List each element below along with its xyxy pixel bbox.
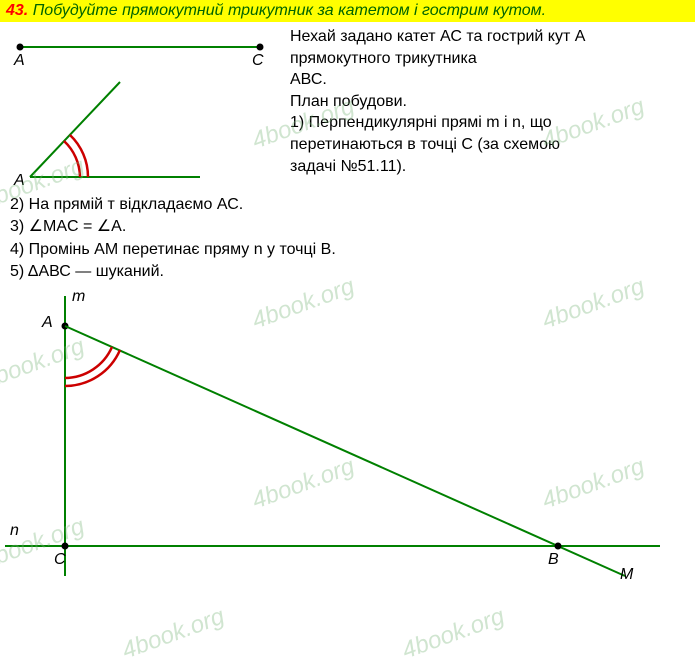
step: 3) ∠MAC = ∠A. bbox=[10, 216, 685, 238]
construction-svg bbox=[0, 286, 695, 586]
label-a: A bbox=[14, 52, 25, 70]
angle-svg bbox=[0, 72, 280, 192]
intro-line: Нехай задано катет АС та гострий кут А bbox=[290, 26, 687, 48]
label-a2: A bbox=[14, 172, 25, 190]
label-c: C bbox=[252, 52, 264, 70]
content-row: A C A Нехай задано катет АС та гострий к… bbox=[0, 22, 695, 192]
step: 5) ΔАВС — шуканий. bbox=[10, 261, 685, 283]
problem-title: Побудуйте прямокутний трикутник за катет… bbox=[33, 2, 546, 19]
intro-line: перетинаються в точці С (за схемою bbox=[290, 134, 687, 156]
label-n: n bbox=[10, 522, 19, 540]
label-b: B bbox=[548, 551, 559, 569]
step: 2) На прямій т відкладаємо АС. bbox=[10, 194, 685, 216]
step: 4) Промінь АМ перетинає пряму n у точці … bbox=[10, 239, 685, 261]
intro-line: задачі №51.11). bbox=[290, 156, 687, 178]
intro-text: Нехай задано катет АС та гострий кут А п… bbox=[290, 22, 695, 192]
intro-line: 1) Перпендикулярні прямі m і n, що bbox=[290, 112, 687, 134]
intro-line: АВС. bbox=[290, 69, 687, 91]
segment-svg bbox=[0, 22, 280, 72]
left-diagrams: A C A bbox=[0, 22, 290, 192]
diagram-construction: m A n C B M bbox=[0, 286, 695, 586]
label-m2: M bbox=[620, 566, 633, 584]
intro-line: План побудови. bbox=[290, 91, 687, 113]
label-a3: A bbox=[42, 314, 53, 332]
problem-header: 43. Побудуйте прямокутний трикутник за к… bbox=[0, 0, 695, 22]
steps-block: 2) На прямій т відкладаємо АС. 3) ∠MAC =… bbox=[0, 192, 695, 286]
diagram-segment-ac: A C bbox=[0, 22, 280, 72]
intro-line: прямокутного трикутника bbox=[290, 48, 687, 70]
label-c3: C bbox=[54, 551, 66, 569]
diagram-angle-a: A bbox=[0, 72, 280, 192]
watermark: 4book.org bbox=[118, 603, 228, 665]
watermark: 4book.org bbox=[398, 603, 508, 665]
label-m: m bbox=[72, 288, 85, 306]
problem-number: 43. bbox=[6, 2, 28, 19]
